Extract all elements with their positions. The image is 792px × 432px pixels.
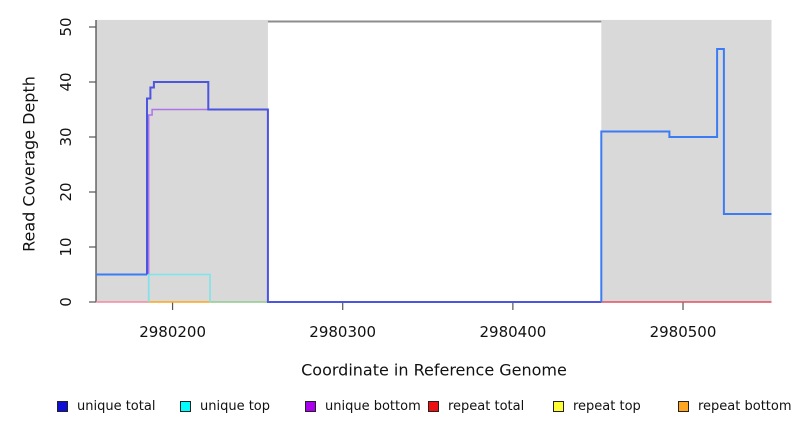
legend: unique total unique top unique bottom repea…	[0, 395, 792, 419]
series-unique-top	[147, 273, 211, 302]
x-axis-title: Coordinate in Reference Genome	[301, 360, 567, 380]
y-tick-label: 50	[57, 17, 75, 36]
legend-label: repeat top	[573, 398, 641, 414]
y-tick-label: 40	[57, 72, 75, 91]
legend-label: unique top	[200, 398, 271, 414]
legend-swatch-icon	[305, 400, 316, 412]
legend-item-repeat-top: repeat top	[553, 395, 641, 417]
legend-item-unique-bottom: unique bottom	[305, 395, 421, 417]
x-tick-label: 2980300	[309, 323, 376, 341]
legend-item-repeat-bottom: repeat bottom	[678, 395, 792, 417]
legend-swatch-icon	[180, 400, 191, 412]
legend-swatch-icon	[57, 400, 68, 412]
legend-label: unique total	[77, 398, 156, 414]
legend-item-repeat-total: repeat total	[428, 395, 524, 417]
series-unique-total	[600, 48, 772, 302]
legend-label: repeat total	[448, 398, 525, 414]
legend-item-unique-top: unique top	[180, 395, 270, 417]
masked-region-right	[601, 19, 772, 303]
legend-label: unique bottom	[325, 398, 421, 414]
x-tick-label: 2980500	[650, 323, 717, 341]
y-tick-label: 20	[57, 182, 75, 201]
y-axis-title: Read Coverage Depth	[19, 76, 39, 252]
x-tick-label: 2980400	[479, 323, 546, 341]
legend-swatch-icon	[428, 400, 439, 412]
legend-label: repeat bottom	[698, 398, 792, 414]
legend-item-unique-total: unique total	[57, 395, 155, 417]
series-unique-total	[146, 81, 602, 303]
masked-region-left	[96, 19, 268, 303]
y-tick-label: 30	[57, 127, 75, 146]
legend-swatch-icon	[553, 400, 564, 412]
legend-swatch-icon	[678, 400, 689, 412]
y-tick-label: 10	[57, 237, 75, 256]
x-tick-label: 2980200	[139, 323, 206, 341]
y-tick-label: 0	[57, 297, 75, 307]
